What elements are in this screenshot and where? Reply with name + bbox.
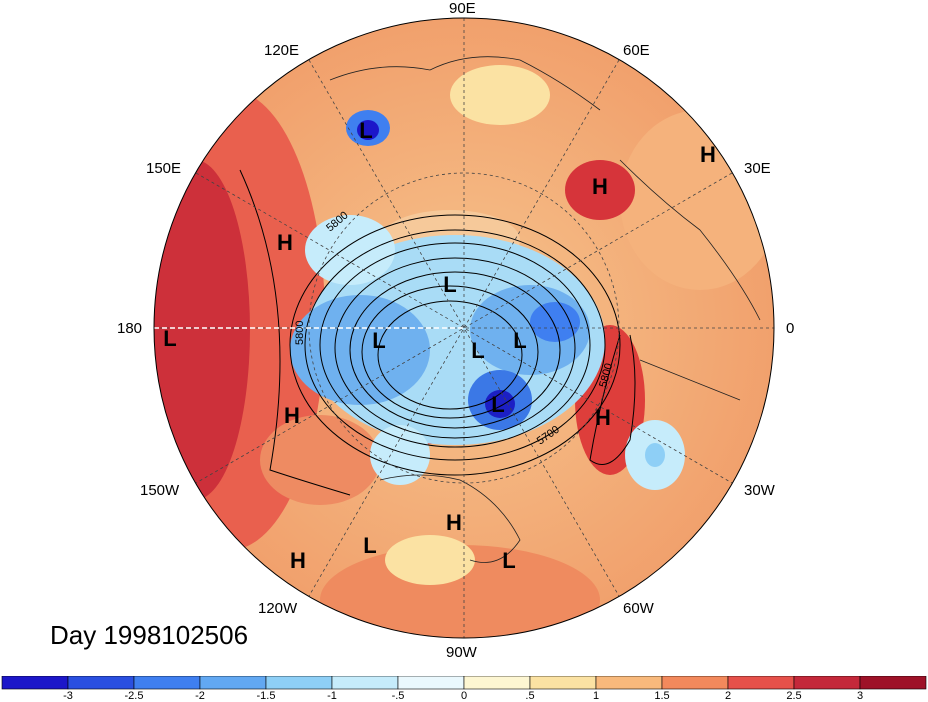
pressure-center-label: L (491, 392, 504, 417)
pressure-center-label: L (471, 338, 484, 363)
longitude-label-120e: 120E (264, 42, 300, 59)
pressure-center-label: L (443, 272, 456, 297)
longitude-label-90w: 90W (446, 644, 477, 661)
pressure-center-label: H (592, 174, 608, 199)
colorbar-swatch (199, 676, 267, 690)
colorbar-swatch (595, 676, 663, 690)
longitude-label-90e: 90E (449, 0, 476, 17)
pressure-center-label: H (446, 510, 462, 535)
pressure-centers: L H H H L L L L L L H H H H L L (163, 118, 716, 573)
longitude-label-120w: 120W (258, 600, 298, 617)
pressure-center-label: L (513, 328, 526, 353)
colorbar-tick-label: -2 (195, 690, 205, 702)
colorbar-tick-label: -1 (327, 690, 337, 702)
height-contours (239, 169, 636, 496)
colorbar-swatch (529, 676, 597, 690)
longitude-label-180: 180 (117, 320, 143, 337)
longitude-label-60e: 60E (623, 42, 650, 59)
colorbar-tick-label: 1.5 (654, 690, 670, 702)
anomaly-shading (154, 18, 774, 638)
pressure-center-label: H (277, 230, 293, 255)
longitude-label-150w: 150W (140, 482, 180, 499)
pressure-center-label: H (700, 142, 716, 167)
colorbar-swatch (859, 676, 927, 690)
colorbar (1, 676, 927, 690)
colorbar-swatch (133, 676, 201, 690)
longitude-label-150e: 150E (146, 160, 182, 177)
longitude-label-60w: 60W (623, 600, 654, 617)
colorbar-swatch (1, 676, 69, 690)
colorbar-swatch (661, 676, 729, 690)
longitude-label-30w: 30W (744, 482, 775, 499)
colorbar-swatch (397, 676, 465, 690)
colorbar-tick-label: -.5 (391, 690, 405, 702)
contour-label: 5800 (294, 321, 306, 345)
day-title: Day 1998102506 (50, 620, 249, 650)
coastlines (329, 56, 761, 563)
colorbar-tick-label: -3 (63, 690, 73, 702)
colorbar-tick-label: -2.5 (124, 690, 144, 702)
colorbar-swatch (331, 676, 399, 690)
colorbar-tick-label: 3 (856, 690, 864, 702)
colorbar-tick-label: 2.5 (786, 690, 802, 702)
longitude-label-30e: 30E (744, 160, 771, 177)
pressure-center-label: L (163, 326, 176, 351)
pressure-center-label: L (359, 118, 372, 143)
colorbar-swatch (265, 676, 333, 690)
polar-anomaly-map: 5800 5800 5800 5700 L H H H L L L L L L … (153, 17, 775, 639)
colorbar-swatch (67, 676, 135, 690)
colorbar-tick-label: 2 (724, 690, 732, 702)
colorbar-swatch (793, 676, 861, 690)
pressure-center-label: H (284, 403, 300, 428)
colorbar-tick-label: -1.5 (256, 690, 276, 702)
colorbar-tick-label: 0 (460, 690, 468, 702)
pressure-center-label: H (595, 405, 611, 430)
longitude-label-0: 0 (786, 320, 795, 337)
pressure-center-label: L (502, 548, 515, 573)
map-border (153, 17, 775, 639)
colorbar-swatch (727, 676, 795, 690)
colorbar-swatch (463, 676, 531, 690)
pressure-center-label: L (363, 533, 376, 558)
colorbar-tick-label: .5 (525, 690, 535, 702)
pressure-center-label: L (372, 328, 385, 353)
pressure-center-label: H (290, 548, 306, 573)
colorbar-tick-label: 1 (592, 690, 600, 702)
